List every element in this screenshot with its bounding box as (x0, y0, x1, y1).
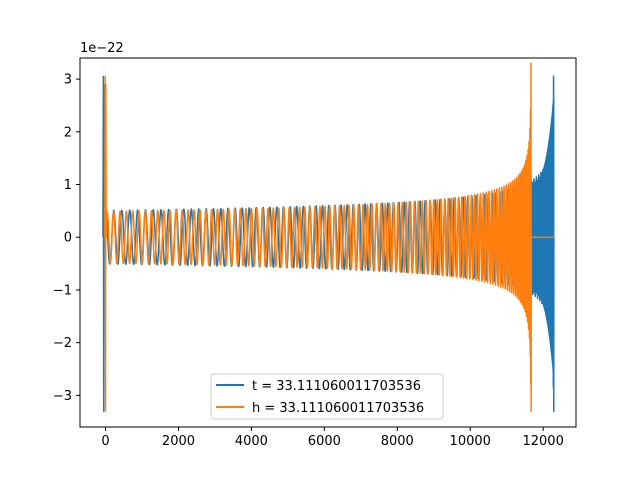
legend-label-t: t = 33.111060011703536 (252, 379, 421, 394)
plot-area (102, 62, 555, 412)
x-axis: 0 2000 4000 6000 8000 10000 12000 (101, 427, 564, 449)
y-tick-label: −2 (53, 336, 72, 351)
legend-box (210, 373, 444, 420)
x-tick-label: 0 (101, 434, 109, 449)
y-tick-label: 3 (64, 73, 72, 88)
y-tick-label: 0 (64, 231, 72, 246)
x-tick-label: 4000 (235, 434, 268, 449)
y-tick-label: −3 (53, 389, 72, 404)
series-line-1 (104, 62, 555, 412)
axes-frame (79, 57, 577, 428)
x-tick-label: 2000 (162, 434, 195, 449)
x-tick-label: 8000 (381, 434, 414, 449)
legend-label-h: h = 33.111060011703536 (252, 401, 424, 416)
x-tick-label: 12000 (522, 434, 563, 449)
y-tick-label: −1 (53, 283, 72, 298)
series-ringdown-t (531, 98, 555, 377)
legend: t = 33.111060011703536 h = 33.1110600117… (210, 373, 444, 420)
y-offset-label: 1e−22 (80, 41, 124, 56)
x-tick-label: 10000 (450, 434, 491, 449)
y-tick-label: 1 (64, 178, 72, 193)
y-axis: −3 −2 −1 0 1 2 3 (53, 73, 80, 404)
y-tick-label: 2 (64, 125, 72, 140)
x-tick-label: 6000 (308, 434, 341, 449)
